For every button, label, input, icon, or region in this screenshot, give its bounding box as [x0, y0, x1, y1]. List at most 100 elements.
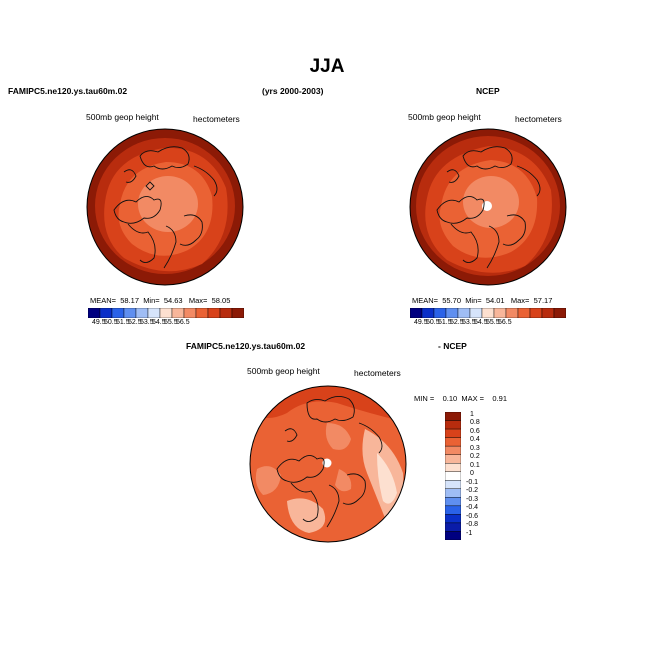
model-units-label: hectometers — [193, 114, 240, 124]
contour-band — [255, 466, 281, 495]
colorbar-swatch — [123, 308, 137, 318]
diff-title-obs: - NCEP — [438, 341, 467, 351]
diff-min-value: 0.10 — [442, 394, 458, 403]
mean-value: 58.17 — [120, 296, 140, 305]
diff-max-value: 0.91 — [492, 394, 508, 403]
colorbar-swatch — [147, 308, 161, 318]
colorbar-tick-label: 0.2 — [470, 453, 480, 461]
colorbar-swatch — [99, 308, 113, 318]
coastlines — [436, 146, 541, 269]
obs-field-label: 500mb geop height — [408, 112, 481, 122]
model-polar-map — [86, 128, 244, 286]
colorbar-tick-label: -1 — [466, 530, 473, 537]
coastlines — [276, 396, 383, 528]
model-field-label: 500mb geop height — [86, 112, 159, 122]
colorbar-swatch — [183, 308, 197, 318]
colorbar-tick-label: 54.5 — [152, 319, 166, 326]
colorbar-swatch — [445, 437, 461, 447]
colorbar-swatch — [445, 445, 461, 455]
colorbar-tick-label: 0.6 — [470, 427, 480, 435]
colorbar-swatch — [421, 308, 435, 318]
contour-band — [287, 498, 326, 533]
diff-minmax: MIN = 0.10 MAX = 0.91 — [414, 394, 507, 403]
mean-label: MEAN= — [90, 296, 117, 305]
colorbar-tick-label: 51.5 — [116, 319, 130, 326]
colorbar-swatch — [111, 308, 125, 318]
colorbar-tick-label: 0.1 — [470, 461, 480, 469]
colorbar-swatch — [410, 308, 423, 318]
colorbar-tick-label: 53.5 — [140, 319, 154, 326]
colorbar-tick-label: -0.6 — [466, 512, 479, 520]
colorbar-tick-label: -0.4 — [466, 504, 479, 512]
pole-missing-data — [322, 458, 332, 468]
figure-title: JJA — [309, 56, 345, 77]
colorbar-swatch — [195, 308, 209, 318]
colorbar-swatch — [445, 412, 461, 421]
colorbar-swatch — [481, 308, 495, 318]
colorbar-tick-label: -0.1 — [466, 478, 479, 486]
colorbar-swatch — [445, 531, 461, 540]
min-value: 54.01 — [485, 296, 505, 305]
colorbar-swatch — [469, 308, 483, 318]
max-label: Max= — [510, 296, 530, 305]
colorbar-swatch — [517, 308, 531, 318]
model-colorbar — [88, 308, 244, 318]
diff-polar-map — [249, 385, 407, 543]
colorbar-swatch — [445, 497, 461, 507]
colorbar-swatch — [88, 308, 101, 318]
obs-units-label: hectometers — [515, 114, 562, 124]
colorbar-swatch — [207, 308, 221, 318]
header-model-case: FAMIPC5.ne120.ys.tau60m.02 — [8, 86, 128, 96]
colorbar-swatch — [445, 463, 461, 472]
diff-field-label: 500mb geop height — [247, 366, 320, 376]
diff-colorbar — [445, 412, 461, 540]
colorbar-tick-label: 55.5 — [164, 319, 178, 326]
colorbar-swatch — [445, 428, 461, 438]
colorbar-swatch — [159, 308, 173, 318]
diff-units-label: hectometers — [354, 368, 401, 378]
colorbar-swatch — [445, 514, 461, 524]
colorbar-tick-label: 54.5 — [474, 319, 488, 326]
obs-colorbar — [410, 308, 566, 318]
colorbar-swatch — [219, 308, 233, 318]
colorbar-swatch — [529, 308, 543, 318]
colorbar-tick-label: -0.8 — [466, 521, 479, 529]
colorbar-swatch — [433, 308, 447, 318]
obs-stats: MEAN= 55.70 Min= 54.01 Max= 57.17 — [412, 296, 552, 305]
colorbar-swatch — [541, 308, 555, 318]
colorbar-swatch — [553, 308, 566, 318]
min-label: Min= — [143, 296, 160, 305]
max-label: Max= — [188, 296, 208, 305]
contour-band — [377, 453, 397, 504]
max-value: 58.05 — [211, 296, 231, 305]
diff-max-label: MAX = — [461, 394, 485, 403]
colorbar-swatch — [445, 308, 459, 318]
colorbar-swatch — [445, 454, 461, 464]
colorbar-tick-label: 1 — [470, 410, 474, 418]
min-label: Min= — [465, 296, 482, 305]
colorbar-tick-label: 0.3 — [470, 444, 480, 452]
contour-band — [325, 423, 351, 450]
colorbar-tick-label: 0.4 — [470, 436, 480, 444]
colorbar-tick-label: 51.5 — [438, 319, 452, 326]
header-obs: NCEP — [476, 86, 500, 96]
colorbar-tick-label: -0.2 — [466, 487, 479, 495]
colorbar-tick-label: 0.8 — [470, 419, 480, 427]
diff-colorbar-ticks: 1 0.8 0.6 0.4 0.3 0.2 0.1 0 -0.1 -0.2 -0.3 -0.4 -0.6… — [466, 410, 496, 540]
diff-min-label: MIN = — [414, 394, 435, 403]
colorbar-swatch — [457, 308, 471, 318]
colorbar-tick-label: 52.5 — [450, 319, 464, 326]
header-years: (yrs 2000-2003) — [262, 86, 324, 96]
coastlines — [113, 146, 218, 269]
colorbar-swatch — [445, 480, 461, 490]
colorbar-tick-label: 55.5 — [486, 319, 500, 326]
model-stats: MEAN= 58.17 Min= 54.63 Max= 58.05 — [90, 296, 230, 305]
colorbar-tick-label: 52.5 — [128, 319, 142, 326]
obs-polar-map — [409, 128, 567, 286]
colorbar-swatch — [445, 420, 461, 430]
colorbar-tick-label: 0 — [470, 470, 474, 478]
mean-label: MEAN= — [412, 296, 439, 305]
colorbar-swatch — [231, 308, 244, 318]
contour-band-center — [138, 176, 198, 232]
colorbar-swatch — [445, 522, 461, 532]
